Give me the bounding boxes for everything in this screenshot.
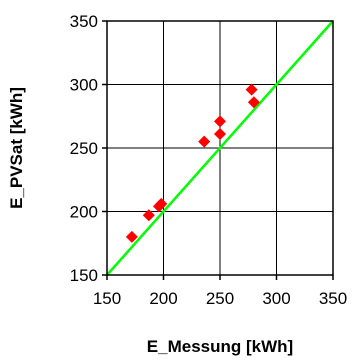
x-tick-label: 350 — [319, 289, 347, 308]
x-tick-labels: 150 200 250 300 350 — [93, 275, 347, 308]
x-tick-label: 200 — [149, 289, 177, 308]
y-tick-label: 350 — [70, 12, 98, 31]
y-tick-label: 200 — [70, 203, 98, 222]
y-tick-labels: 150 200 250 300 350 — [70, 12, 107, 285]
y-tick-label: 150 — [70, 266, 98, 285]
x-tick-label: 250 — [206, 289, 234, 308]
x-tick-label: 300 — [262, 289, 290, 308]
x-tick-label: 150 — [93, 289, 121, 308]
x-axis-title: E_Messung [kWh] — [147, 337, 293, 356]
y-tick-label: 300 — [70, 76, 98, 95]
y-axis-title: E_PVSat [kWh] — [7, 87, 26, 209]
y-tick-label: 250 — [70, 139, 98, 158]
